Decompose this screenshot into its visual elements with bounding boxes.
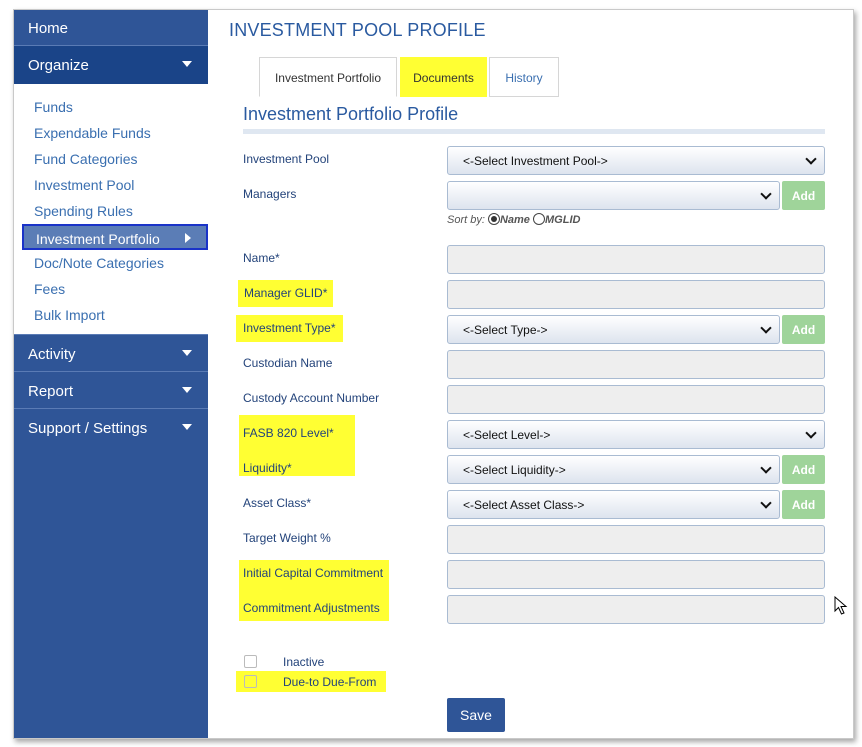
sidebar-item-expendable-funds[interactable]: Expendable Funds [34,125,151,141]
sidebar-item-bulk-import[interactable]: Bulk Import [34,307,105,323]
sidebar-item-fees[interactable]: Fees [34,281,66,297]
sidebar-item-investment-pool[interactable]: Investment Pool [34,177,135,193]
custody-account-field[interactable] [447,385,825,414]
tab-documents[interactable]: Documents [400,57,487,97]
chevron-down-icon [182,61,192,67]
add-asset-class-button[interactable]: Add [782,490,825,519]
select-value: <-Select Investment Pool-> [463,154,608,168]
managers-select[interactable] [447,181,780,210]
managers-label: Managers [243,187,297,201]
chevron-down-icon [760,462,772,474]
page-title: INVESTMENT POOL PROFILE [229,20,486,40]
sort-name-label: Name [499,214,530,226]
investment-type-label: Investment Type* [236,315,343,342]
sidebar-organize-label: Organize [28,57,89,74]
chevron-down-icon [760,322,772,334]
name-field[interactable] [447,245,825,274]
highlight-box [239,415,355,476]
custodian-name-label: Custodian Name [243,356,333,370]
initial-capital-field[interactable] [447,560,825,589]
sidebar-section-label: Report [28,383,74,400]
sidebar-item-doc-note-categories[interactable]: Doc/Note Categories [34,255,164,271]
highlight-box [239,560,389,621]
tab-history[interactable]: History [489,57,559,97]
select-value: <-Select Liquidity-> [463,463,566,477]
asset-class-select[interactable]: <-Select Asset Class-> [447,490,780,519]
sidebar-section-organize[interactable]: Organize [14,46,208,84]
add-investment-type-button[interactable]: Add [782,315,825,344]
select-value: <-Select Asset Class-> [463,498,585,512]
tab-investment-portfolio[interactable]: Investment Portfolio [259,57,397,97]
sort-mglid-radio[interactable] [533,213,545,225]
sidebar-section-activity[interactable]: Activity [14,334,208,371]
target-weight-field[interactable] [447,525,825,554]
sidebar-item-spending-rules[interactable]: Spending Rules [34,203,133,219]
chevron-down-icon [805,153,817,165]
sidebar-item-funds[interactable]: Funds [34,99,73,115]
chevron-down-icon [182,387,192,393]
commitment-adjustments-field[interactable] [447,595,825,624]
sidebar-section-support-settings[interactable]: Support / Settings [14,408,208,445]
liquidity-label: Liquidity* [243,461,292,475]
sort-by-label: Sort by: [447,214,485,226]
sidebar-submenu: Funds Expendable Funds Fund Categories I… [14,84,208,334]
liquidity-select[interactable]: <-Select Liquidity-> [447,455,780,484]
sidebar-item-home[interactable]: Home [14,10,208,46]
chevron-down-icon [760,497,772,509]
sidebar: Home Organize Funds Expendable Funds Fun… [14,10,208,738]
fasb-level-select[interactable]: <-Select Level-> [447,420,825,449]
commitment-adjustments-label: Commitment Adjustments [243,601,380,615]
inactive-checkbox[interactable] [244,655,257,668]
sort-by-control: Sort by: Name MGLID [447,213,580,226]
sort-mglid-label: MGLID [545,214,581,226]
section-divider [243,129,825,134]
chevron-down-icon [182,424,192,430]
sort-name-radio[interactable] [487,213,500,225]
sidebar-section-label: Support / Settings [28,420,148,437]
due-to-due-from-label: Due-to Due-From [283,675,377,689]
manager-glid-field[interactable] [447,280,825,309]
investment-pool-label: Investment Pool [243,152,330,166]
custody-account-label: Custody Account Number [243,391,380,405]
main-content: INVESTMENT POOL PROFILE Investment Portf… [208,10,853,738]
sidebar-item-fund-categories[interactable]: Fund Categories [34,151,138,167]
sidebar-section-report[interactable]: Report [14,371,208,408]
initial-capital-label: Initial Capital Commitment [243,566,384,580]
due-to-due-from-checkbox[interactable] [244,675,257,688]
mouse-cursor-icon [834,596,848,615]
save-button[interactable]: Save [447,698,505,732]
sidebar-item-investment-portfolio[interactable]: Investment Portfolio [22,224,208,250]
investment-pool-select[interactable]: <-Select Investment Pool-> [447,146,825,175]
investment-type-select[interactable]: <-Select Type-> [447,315,780,344]
sidebar-section-label: Activity [28,346,76,363]
manager-glid-label: Manager GLID* [238,280,334,307]
app-window: Home Organize Funds Expendable Funds Fun… [13,9,854,739]
name-label: Name* [243,251,280,265]
inactive-label: Inactive [283,655,325,669]
sidebar-item-label: Investment Portfolio [36,231,160,247]
fasb-level-label: FASB 820 Level* [243,426,334,440]
asset-class-label: Asset Class* [243,496,312,510]
highlight-box [236,671,386,692]
sidebar-home-label: Home [28,20,69,37]
add-manager-button[interactable]: Add [782,181,825,210]
custodian-name-field[interactable] [447,350,825,379]
select-value: <-Select Type-> [463,323,548,337]
select-value: <-Select Level-> [463,428,551,442]
chevron-down-icon [182,350,192,356]
chevron-down-icon [760,188,772,200]
target-weight-label: Target Weight % [243,531,331,545]
add-liquidity-button[interactable]: Add [782,455,825,484]
chevron-right-icon [185,233,191,243]
chevron-down-icon [805,427,817,439]
section-title: Investment Portfolio Profile [243,104,459,124]
